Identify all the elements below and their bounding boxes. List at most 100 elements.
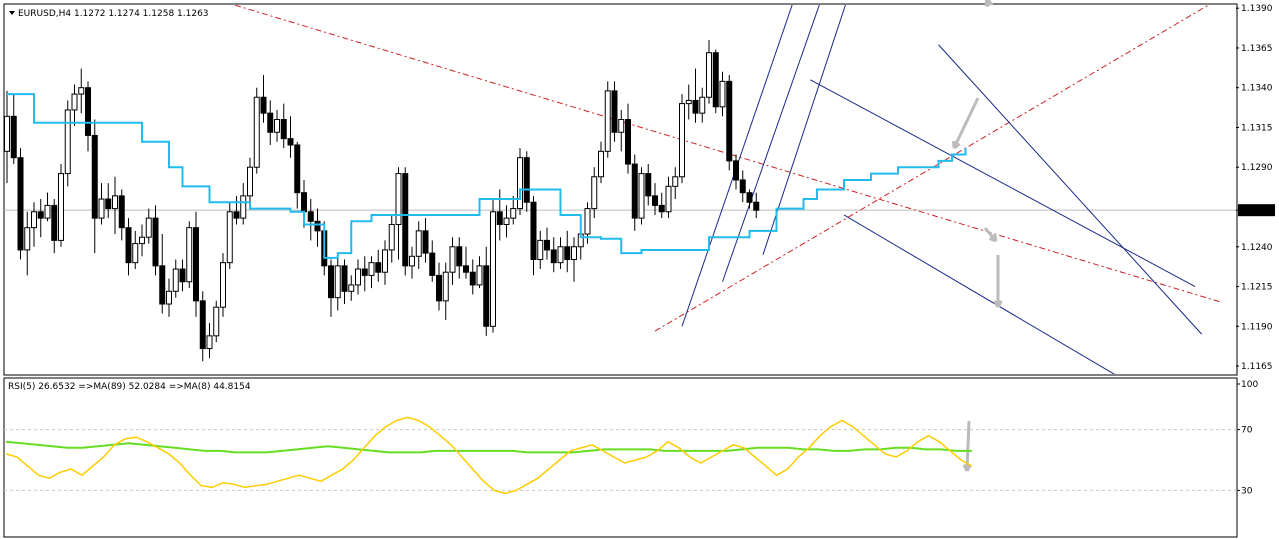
candle-bear bbox=[152, 217, 159, 267]
candle-bear bbox=[496, 211, 503, 225]
price-tick-label: 1.1390 bbox=[1241, 4, 1273, 14]
channel-line-falling bbox=[810, 79, 1196, 287]
candle-bear bbox=[456, 246, 463, 267]
candle-bear bbox=[267, 112, 274, 133]
candle-bear bbox=[260, 96, 267, 114]
candle-bear bbox=[125, 227, 132, 264]
candle-bull bbox=[166, 290, 172, 305]
candle-bear bbox=[159, 265, 166, 305]
candle-bull bbox=[503, 217, 510, 225]
price-tick-label: 1.1190 bbox=[1241, 322, 1273, 332]
arrow-shaft bbox=[952, 97, 980, 149]
candle-bear bbox=[341, 265, 348, 292]
candle-bear bbox=[733, 160, 739, 181]
current-price-label: 1.1263 bbox=[1241, 206, 1273, 216]
candle-bull bbox=[355, 268, 361, 286]
candle-bull bbox=[409, 255, 415, 267]
price-tick-label: 1.1215 bbox=[1241, 283, 1273, 293]
candle-bull bbox=[226, 211, 233, 264]
current-price-tag bbox=[1238, 204, 1275, 217]
rsi-tick-label: 30 bbox=[1241, 486, 1253, 496]
candle-bear bbox=[17, 157, 24, 251]
price-tick-label: 1.1165 bbox=[1241, 362, 1273, 372]
candle-bear bbox=[564, 246, 571, 260]
candle-bull bbox=[706, 52, 712, 98]
candle-bull bbox=[591, 176, 598, 210]
candle-bull bbox=[31, 211, 37, 229]
red-dashdot-line bbox=[654, 5, 1209, 332]
candle-bear bbox=[85, 87, 91, 136]
candle-bull bbox=[240, 195, 247, 219]
candle-bear bbox=[739, 179, 746, 194]
candle-bull bbox=[395, 173, 402, 225]
candle-bull bbox=[584, 208, 591, 235]
candle-bear bbox=[611, 90, 618, 133]
price-panel-frame bbox=[3, 3, 1238, 376]
rsi-line bbox=[5, 416, 973, 495]
candle-bear bbox=[652, 195, 658, 206]
candle-bull bbox=[388, 223, 395, 251]
candle-bull bbox=[537, 239, 544, 260]
candle-bull bbox=[220, 262, 226, 308]
candle-bull bbox=[58, 173, 64, 241]
candle-bear bbox=[544, 239, 550, 251]
price-tick-label: 1.1315 bbox=[1241, 123, 1273, 133]
candle-bear bbox=[328, 265, 334, 299]
channel-line-falling bbox=[843, 214, 1115, 374]
rsi-ma-line bbox=[5, 440, 972, 454]
candle-bear bbox=[51, 204, 58, 241]
candle-bull bbox=[274, 119, 280, 133]
candle-bull bbox=[139, 236, 145, 245]
candle-bear bbox=[550, 249, 557, 264]
candle-bear bbox=[105, 198, 112, 210]
candle-bear bbox=[193, 227, 199, 302]
candle-bear bbox=[631, 163, 638, 219]
candle-bull bbox=[510, 208, 517, 219]
candle-bear bbox=[375, 262, 382, 273]
candle-bull bbox=[172, 268, 179, 292]
candle-bear bbox=[91, 134, 98, 219]
rsi-tick-label: 100 bbox=[1241, 380, 1258, 390]
candle-bear bbox=[483, 265, 490, 327]
candle-bear bbox=[314, 220, 321, 232]
candles bbox=[4, 39, 760, 362]
candle-bull bbox=[517, 157, 523, 210]
candle-bull bbox=[368, 262, 375, 276]
candle-bull bbox=[247, 166, 253, 197]
candle-bull bbox=[571, 246, 577, 260]
candle-bear bbox=[523, 157, 530, 203]
candle-bull bbox=[476, 265, 483, 286]
channel-line-rising bbox=[762, 5, 846, 255]
candle-bull bbox=[98, 198, 105, 219]
candle-bear bbox=[118, 195, 125, 229]
candle-bear bbox=[753, 201, 760, 211]
candle-bear bbox=[463, 265, 469, 273]
candle-bull bbox=[449, 246, 456, 273]
candle-bull bbox=[415, 230, 422, 257]
candle-bear bbox=[469, 271, 476, 286]
candle-bear bbox=[726, 80, 733, 162]
candle-bull bbox=[672, 176, 679, 187]
candle-bear bbox=[625, 119, 631, 165]
rsi-panel-frame bbox=[3, 377, 1238, 538]
candle-bull bbox=[490, 211, 496, 327]
candle-bull bbox=[604, 90, 611, 152]
candle-bull bbox=[213, 306, 220, 337]
arrow-head-icon bbox=[962, 464, 972, 472]
candle-bear bbox=[429, 252, 436, 276]
candle-bull bbox=[4, 115, 10, 152]
price-tick-label: 1.1240 bbox=[1241, 243, 1273, 253]
candle-bull bbox=[618, 119, 625, 133]
dropdown-triangle-icon[interactable] bbox=[9, 11, 15, 15]
candle-bear bbox=[233, 211, 240, 219]
trailing-stop-line bbox=[7, 93, 967, 259]
candle-bull bbox=[699, 96, 706, 114]
rsi-tick-label: 70 bbox=[1241, 426, 1253, 436]
candle-bull bbox=[206, 335, 213, 350]
candle-bear bbox=[422, 230, 429, 254]
candle-bear bbox=[280, 119, 287, 140]
rsi-grid bbox=[4, 429, 1237, 491]
price-tick-label: 1.1290 bbox=[1241, 163, 1273, 173]
trend-channels bbox=[681, 5, 1203, 374]
